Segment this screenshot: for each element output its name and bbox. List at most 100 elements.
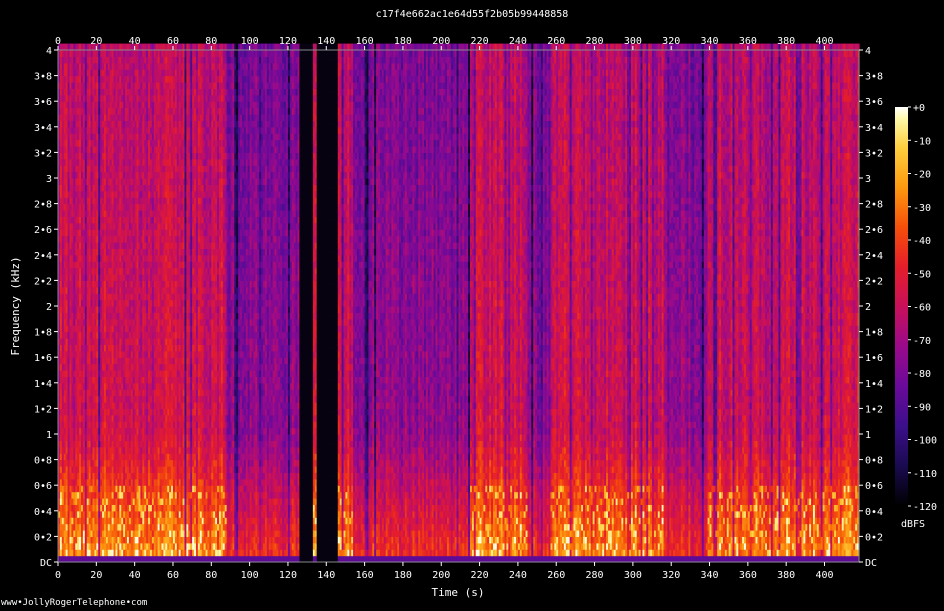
heat-cell bbox=[86, 107, 90, 115]
heat-cell bbox=[100, 318, 103, 326]
heat-cell bbox=[61, 357, 65, 365]
heat-cell bbox=[84, 472, 88, 480]
heat-cell bbox=[96, 139, 99, 147]
heat-cell bbox=[88, 50, 92, 57]
heat-cell bbox=[65, 165, 69, 173]
heat-cell bbox=[73, 370, 76, 377]
heat-cell bbox=[65, 440, 69, 448]
heat-cell bbox=[65, 427, 69, 435]
heat-cell bbox=[77, 363, 80, 371]
heat-cell bbox=[92, 286, 96, 294]
heat-cell bbox=[79, 504, 82, 512]
heat-cell bbox=[82, 69, 86, 77]
heat-cell bbox=[96, 363, 99, 371]
heat-cell bbox=[82, 389, 86, 397]
heat-cell bbox=[59, 517, 63, 525]
heat-cell bbox=[92, 69, 96, 77]
heat-cell bbox=[69, 229, 73, 237]
heat-cell bbox=[98, 363, 101, 371]
heat-cell bbox=[59, 94, 63, 102]
heat-cell bbox=[75, 248, 78, 256]
heat-cell bbox=[80, 43, 84, 51]
heat-cell bbox=[69, 94, 73, 102]
heat-cell bbox=[67, 466, 71, 473]
heat-cell bbox=[102, 56, 105, 64]
heat-cell bbox=[98, 146, 101, 153]
heat-cell bbox=[69, 466, 73, 473]
heat-cell bbox=[71, 472, 74, 480]
heat-cell bbox=[92, 478, 96, 486]
heat-cell bbox=[88, 523, 92, 531]
heat-cell bbox=[98, 555, 101, 563]
heat-cell bbox=[80, 510, 84, 518]
heat-cell bbox=[65, 210, 69, 217]
heat-cell bbox=[58, 510, 61, 518]
heat-cell bbox=[58, 395, 61, 403]
heat-cell bbox=[77, 331, 80, 339]
heat-cell bbox=[102, 350, 105, 358]
heat-cell bbox=[61, 459, 65, 467]
heat-cell bbox=[80, 216, 84, 224]
heat-cell bbox=[61, 510, 65, 518]
heat-cell bbox=[61, 229, 65, 237]
heat-cell bbox=[100, 472, 103, 480]
heat-cell bbox=[96, 165, 99, 173]
heat-cell bbox=[96, 466, 99, 473]
heat-cell bbox=[67, 261, 71, 269]
heat-cell bbox=[102, 286, 105, 294]
heat-cell bbox=[96, 190, 99, 198]
heat-cell bbox=[61, 344, 65, 352]
heat-cell bbox=[71, 210, 74, 217]
heat-cell bbox=[96, 146, 99, 153]
heat-cell bbox=[96, 56, 99, 64]
heat-cell bbox=[61, 267, 65, 275]
heat-cell bbox=[59, 126, 63, 134]
heat-cell bbox=[86, 254, 90, 262]
heat-cell bbox=[80, 165, 84, 173]
heat-cell bbox=[92, 126, 96, 134]
heat-cell bbox=[61, 94, 65, 102]
heat-cell bbox=[82, 216, 86, 224]
heat-cell bbox=[94, 190, 97, 198]
heat-cell bbox=[98, 69, 101, 77]
heat-cell bbox=[59, 184, 63, 192]
heat-cell bbox=[96, 120, 99, 128]
heat-cell bbox=[63, 491, 67, 499]
heat-cell bbox=[82, 299, 86, 307]
heat-cell bbox=[69, 254, 73, 262]
heat-cell bbox=[92, 414, 96, 422]
heat-cell bbox=[61, 43, 65, 51]
heat-cell bbox=[59, 350, 63, 358]
heat-cell bbox=[58, 171, 61, 179]
heat-cell bbox=[82, 478, 86, 486]
heat-cell bbox=[90, 517, 94, 525]
heat-cell bbox=[90, 408, 94, 416]
heat-cell bbox=[94, 491, 97, 499]
heat-cell bbox=[63, 222, 67, 230]
heat-cell bbox=[90, 101, 94, 109]
heat-cell bbox=[90, 491, 94, 499]
heat-cell bbox=[90, 254, 94, 262]
heat-cell bbox=[86, 299, 90, 307]
heat-cell bbox=[90, 248, 94, 256]
heat-cell bbox=[71, 312, 74, 320]
heat-cell bbox=[75, 485, 78, 493]
heat-cell bbox=[84, 523, 88, 531]
heat-cell bbox=[71, 75, 74, 83]
heat-cell bbox=[86, 184, 90, 192]
heat-cell bbox=[69, 440, 73, 448]
heat-cell bbox=[86, 549, 90, 557]
heat-cell bbox=[94, 510, 97, 518]
heat-cell bbox=[88, 43, 92, 51]
heat-cell bbox=[92, 363, 96, 371]
heat-cell bbox=[86, 536, 90, 544]
heat-cell bbox=[98, 421, 101, 429]
heat-cell bbox=[59, 280, 63, 288]
heat-cell bbox=[90, 56, 94, 64]
heat-cell bbox=[58, 126, 61, 134]
heat-cell bbox=[98, 120, 101, 128]
heat-cell bbox=[67, 370, 71, 377]
heat-cell bbox=[65, 82, 69, 89]
heat-cell bbox=[82, 357, 86, 365]
heat-cell bbox=[71, 530, 74, 537]
